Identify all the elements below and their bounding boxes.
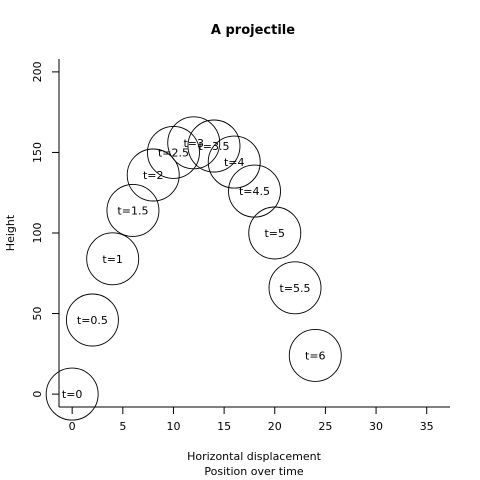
x-tick-label: 5 <box>119 420 126 433</box>
x-ticks: 0 5 10 15 20 25 30 35 <box>69 407 434 433</box>
x-tick-label: 20 <box>268 420 282 433</box>
x-tick-label: 10 <box>166 420 180 433</box>
data-points: t=0t=0.5t=1t=1.5t=2t=2.5t=3t=3.5t=4t=4.5… <box>45 116 342 421</box>
data-point-label: t=2 <box>143 169 164 182</box>
data-point-label: t=4.5 <box>239 185 270 198</box>
x-axis-label-line-2: Position over time <box>204 465 303 478</box>
data-point-label: t=0.5 <box>77 314 108 327</box>
data-point-circle <box>288 328 342 382</box>
y-tick-label: 100 <box>31 223 44 244</box>
y-tick-label: 150 <box>31 142 44 163</box>
y-ticks: 0 50 100 150 200 <box>31 61 59 398</box>
data-point-circle <box>106 183 160 237</box>
data-point-circle <box>207 135 261 189</box>
y-axis-label: Height <box>4 214 17 251</box>
data-point-label: t=5.5 <box>280 282 311 295</box>
chart-title: A projectile <box>211 23 295 38</box>
data-point-circle <box>167 116 221 170</box>
data-point-label: t=2.5 <box>158 146 189 159</box>
data-point-circle <box>268 261 322 315</box>
x-tick-label: 25 <box>318 420 332 433</box>
data-point-label: t=4 <box>224 156 245 169</box>
data-point-label: t=5 <box>264 227 285 240</box>
x-axis-label-line-1: Horizontal displacement <box>187 450 321 463</box>
x-tick-label: 0 <box>69 420 76 433</box>
data-point-label: t=1 <box>102 253 123 266</box>
data-point-circle <box>248 206 302 260</box>
y-tick-label: 200 <box>31 61 44 82</box>
data-point-label: t=1.5 <box>117 204 148 217</box>
data-point-circle <box>187 119 241 173</box>
data-point-circle <box>86 232 140 286</box>
x-tick-label: 35 <box>420 420 434 433</box>
data-point-circle <box>65 293 119 347</box>
data-point-label: t=6 <box>305 349 326 362</box>
y-tick-label: 50 <box>31 307 44 321</box>
y-tick-label: 0 <box>31 391 44 398</box>
x-tick-label: 15 <box>217 420 231 433</box>
data-point-label: t=0 <box>62 388 83 401</box>
data-point-circle <box>45 367 99 421</box>
data-point-circle <box>126 148 180 202</box>
x-tick-label: 30 <box>369 420 383 433</box>
